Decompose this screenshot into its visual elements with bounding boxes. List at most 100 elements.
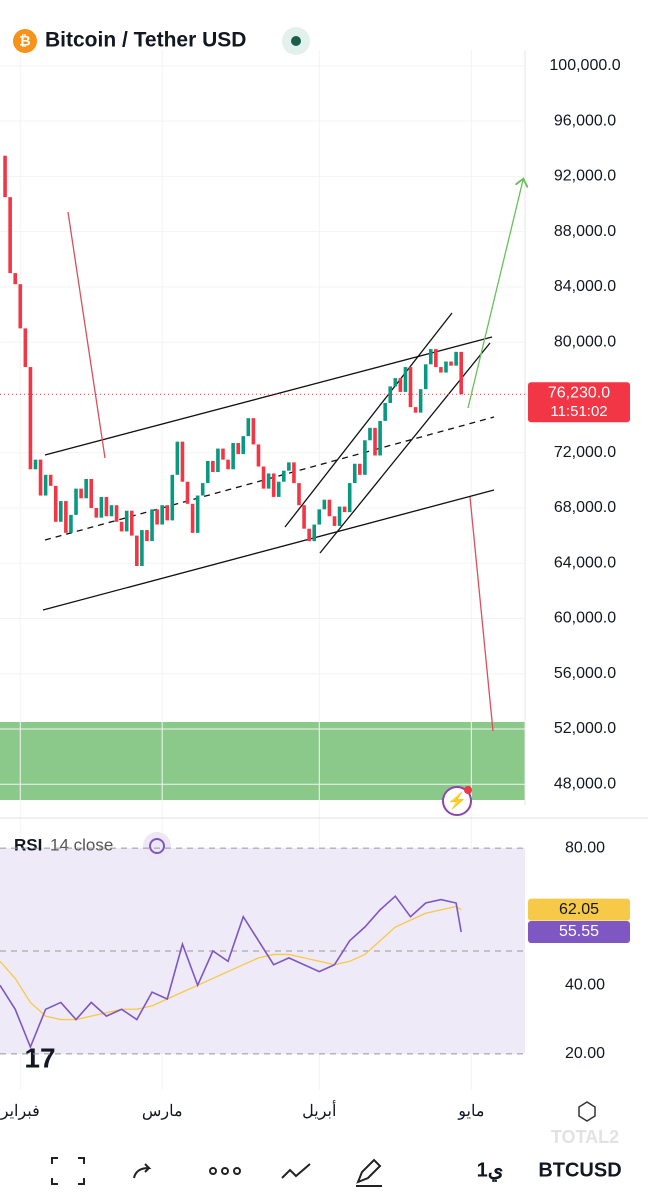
value-tag-label: 62.05 [559,901,599,918]
interval[interactable]: 1ي [477,1159,504,1182]
candle [84,478,88,499]
candle [94,507,99,518]
y-tick-label: 72,000.0 [554,444,616,461]
candle [383,402,387,421]
refresh-icon[interactable] [143,832,171,860]
candle [3,155,7,198]
channel-top [44,336,493,456]
price-tag [528,382,630,423]
candle [195,495,200,533]
redo[interactable] [133,1163,152,1179]
y-tick-label: 56,000.0 [554,665,616,682]
candle [109,505,114,517]
candle [69,514,73,533]
candle [358,463,362,475]
refresh-glyph [149,838,165,854]
alert-glyph: ⚡ [447,791,467,810]
indicators[interactable] [281,1163,311,1179]
alert-dot [464,786,472,794]
candle [64,501,68,533]
candle [307,528,311,542]
toolbar [51,1157,382,1187]
candle [99,496,104,518]
x-tick-label: مايو [457,1103,484,1120]
candle [28,367,33,470]
rsi-line [0,894,462,1050]
candle [337,506,342,526]
alert-icon[interactable] [442,786,472,816]
candle [378,420,382,456]
candle [363,440,367,475]
candle [246,418,251,437]
candle [413,407,418,413]
candle [449,361,453,366]
x-tick-label: مارس [142,1103,183,1120]
title: Bitcoin / Tether USD [45,29,246,52]
candle [53,485,58,522]
y-tick-label: 80.00 [565,839,605,856]
y-tick-label: 92,000.0 [554,168,616,185]
symbol[interactable]: BTCUSD [538,1159,621,1181]
candle [459,351,463,395]
candle [302,505,306,529]
candle [388,386,393,403]
candle [104,496,109,517]
settings-icon[interactable] [578,1101,596,1122]
candle [347,483,352,513]
candle [170,474,175,521]
candle [150,509,154,542]
more[interactable] [209,1167,217,1175]
candle [271,473,276,497]
candle [292,462,296,484]
candle [317,509,322,525]
btc-glyph: ₿ [19,33,30,49]
watermark: TOTAL2 [551,1127,619,1147]
candle [408,367,413,408]
candle [124,510,129,532]
candle [276,481,281,497]
candle [342,506,347,513]
red-line [469,496,494,732]
candle [216,448,220,473]
fullscreen[interactable] [51,1157,85,1185]
candle [8,197,12,274]
green-arrow [467,180,523,409]
candle [119,521,124,532]
candle [180,441,185,482]
rising-top [284,312,453,528]
btc-icon [13,29,37,53]
candle [74,488,78,515]
y-tick-label: 52,000.0 [554,720,616,737]
candle [282,470,286,482]
more [233,1167,241,1175]
candle [200,483,205,496]
candle [140,530,144,566]
value-tag-label: 55.55 [559,923,599,940]
candle [287,462,291,471]
candle [18,284,23,329]
y-tick-label: 40.00 [565,977,605,994]
value-tag [528,898,630,921]
candle [418,389,423,413]
status-dot [291,36,301,46]
x-tick-label: فبراير [0,1103,40,1120]
candle [322,499,327,510]
candle [79,488,83,499]
y-tick-label: 20.00 [565,1045,605,1062]
y-tick-label: 48,000.0 [554,775,616,792]
price-tag-label: 76,230.0 [548,384,610,401]
candle [135,535,139,566]
candle [261,466,266,489]
candle [205,461,210,484]
draw[interactable] [356,1158,382,1187]
candle [393,378,398,387]
candle [59,501,63,522]
candle [373,427,377,456]
candle [236,443,240,455]
candle [114,505,119,522]
candle [185,481,190,504]
candle [297,483,301,506]
candle [439,367,443,373]
candle [175,441,180,475]
